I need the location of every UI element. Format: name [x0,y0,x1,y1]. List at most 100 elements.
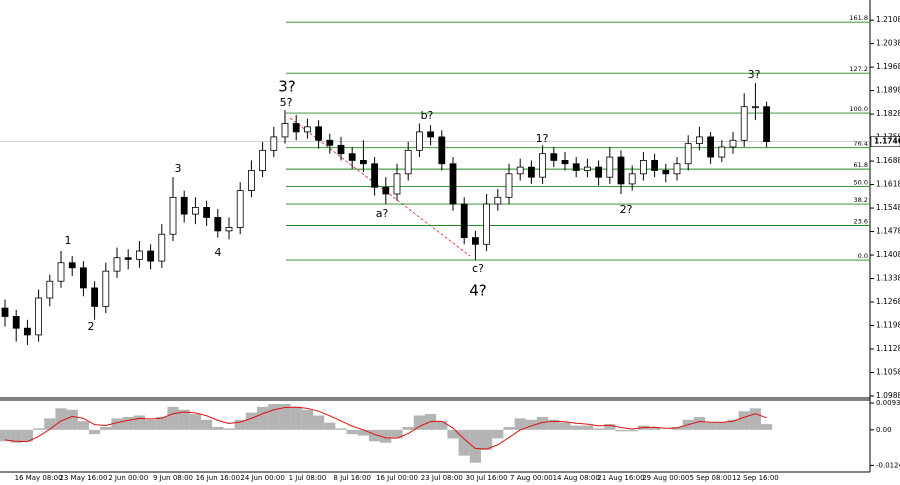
candle-body [539,153,546,178]
x-tick-label: 2 Jun 00:00 [108,474,148,482]
histogram-bar [548,419,560,430]
candle-body [483,203,491,245]
histogram-bar [738,411,750,430]
candle-body [494,196,502,205]
candle-body [438,136,446,165]
x-tick-label: 23 May 16:00 [59,474,107,482]
histogram-bar [100,426,112,430]
candle-body [303,126,311,133]
candle-body [673,163,681,175]
y-tick-label: 1.1688 [876,156,900,165]
wave-label: 2 [88,320,95,333]
histogram-bar [167,406,179,430]
x-tick-label: 7 Aug 00:00 [510,474,553,482]
candle-body [707,136,714,158]
last-price-label: 1.1746 [874,137,900,146]
wave-label: c? [472,262,484,275]
histogram-bar [436,421,448,430]
histogram-bar [189,414,201,430]
candle-body [135,250,143,260]
histogram-bar [156,416,168,430]
y-tick-label: 1.1198 [876,321,900,330]
candle-body [505,173,513,198]
wave-label: 4 [215,246,222,259]
wave-label: 4? [469,282,487,300]
histogram-bar [290,406,302,430]
y-tick-label: 1.1618 [876,180,900,189]
y-tick-label: 1.1548 [876,203,900,212]
y-tick-label: 0.00 [876,426,892,434]
fib-level-label: 38.2 [854,196,868,204]
wave-label: 3? [748,68,761,81]
candle-body [169,196,177,235]
candle-body [113,257,121,272]
candle-body [752,106,759,109]
histogram-bar [514,418,526,430]
candle-body [147,250,155,262]
x-tick-label: 16 May 08:00 [15,474,63,482]
candle-body [550,153,558,161]
candle-body [460,203,468,238]
candle-body [729,139,737,148]
histogram-bar [346,429,358,435]
histogram-bar [257,406,269,430]
fib-level-label: 127.2 [849,65,868,73]
candle-body [46,280,54,299]
histogram-bar [537,416,549,430]
histogram-bar [705,422,717,430]
candle-body [528,166,535,178]
histogram-bar [77,421,89,430]
histogram-bar [335,428,347,430]
candle-body [315,126,323,141]
histogram-bar [111,418,123,430]
x-tick-label: 23 Jul 08:00 [421,474,463,482]
histogram-bar [178,409,190,430]
candle-body [158,233,166,262]
histogram-bar [570,425,582,430]
histogram-bar [245,412,257,430]
histogram-bar [559,422,571,430]
histogram-bar [133,415,145,430]
histogram-bar [33,428,45,430]
wave-label: 3? [278,78,296,96]
candle-body [595,166,602,178]
y-tick-label: 1.1128 [876,344,900,353]
candle-body [584,166,591,171]
candle-body [651,160,658,171]
signal-line [4,406,767,450]
candle-body [606,156,614,178]
wave-label: a? [376,207,389,220]
y-tick-label: 1.2108 [876,15,900,24]
candle-body [247,170,255,192]
y-tick-label: 1.1828 [876,109,900,118]
histogram-bar [761,424,773,430]
histogram-bar [716,422,728,430]
histogram-bar [604,424,616,430]
histogram-bar [44,418,56,430]
candle-body [236,190,244,228]
histogram-bar [458,429,470,456]
wave-connector [289,117,471,257]
histogram-bar [268,404,280,430]
histogram-bar [145,419,157,430]
candle-body [281,123,289,138]
candle-body [337,144,345,155]
histogram-bar [10,429,22,443]
histogram-bar [671,426,683,430]
histogram-bar [234,419,246,430]
histogram-bar [279,404,291,430]
histogram-bar [201,419,213,430]
histogram-bar [402,426,414,430]
candle-body [359,160,367,165]
candle-body [662,170,670,175]
candle-body [214,217,222,232]
y-tick-label: 1.1338 [876,274,900,283]
wave-label: b? [421,109,434,122]
candle-body [191,206,199,215]
histogram-bar [21,429,33,442]
candle-body [259,149,267,171]
histogram-bar [749,408,761,430]
candle-body [718,146,726,158]
candle-body [348,153,356,161]
